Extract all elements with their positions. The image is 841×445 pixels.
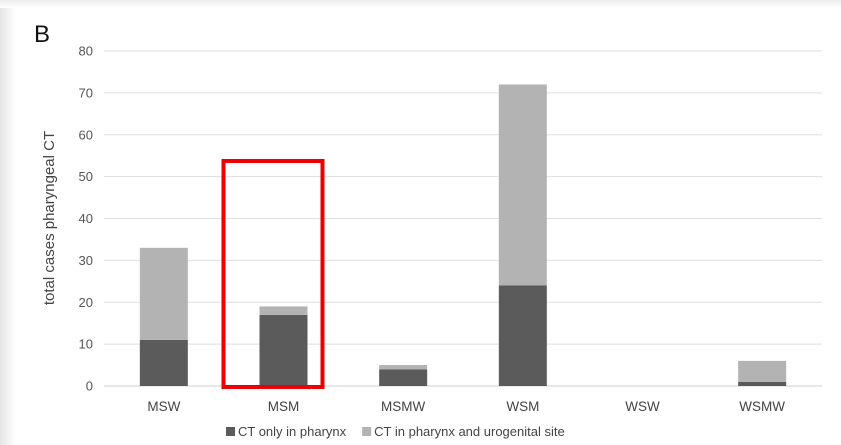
- highlight-rectangle: [221, 159, 325, 389]
- top-shadow-edge: [0, 0, 841, 8]
- y-axis-ticks: 0 10 20 30 40 50 60 70 80: [79, 44, 93, 394]
- bar-segment-wsmw-series-1: [738, 381, 787, 386]
- y-tick-label: 40: [79, 211, 93, 226]
- x-category-label: MSM: [268, 399, 300, 414]
- highlight-box: [221, 159, 325, 389]
- x-category-label: MSMW: [381, 399, 425, 414]
- bar-segment-wsm-series-2: [498, 84, 547, 286]
- bar-segment-wsm-series-1: [498, 285, 547, 386]
- x-category-label: WSM: [506, 399, 539, 414]
- legend-swatch: [226, 427, 235, 436]
- bar-segment-msw-series-2: [139, 247, 188, 340]
- panel-label: B: [34, 21, 50, 48]
- bar-segment-wsmw-series-2: [738, 360, 787, 382]
- bar-segment-msm-series-1: [259, 314, 308, 386]
- x-category-label: MSW: [147, 399, 180, 414]
- x-category-label: WSW: [625, 399, 660, 414]
- y-axis-label: total cases pharyngeal CT: [41, 131, 58, 305]
- legend: CT only in pharynx CT in pharynx and urog…: [226, 424, 565, 439]
- y-tick-label: 0: [86, 379, 93, 394]
- bar-segment-msmw-series-1: [379, 369, 428, 386]
- bars: [139, 84, 787, 386]
- y-tick-label: 70: [79, 85, 93, 100]
- y-tick-label: 80: [79, 44, 93, 59]
- legend-label: CT in pharynx and urogenital site: [374, 424, 565, 439]
- bar-segment-msw-series-1: [139, 339, 188, 386]
- y-tick-label: 30: [79, 253, 93, 268]
- left-shadow-edge: [0, 0, 16, 445]
- y-tick-label: 50: [79, 169, 93, 184]
- y-tick-label: 20: [79, 295, 93, 310]
- y-tick-label: 60: [79, 127, 93, 142]
- legend-swatch: [362, 427, 372, 436]
- legend-label: CT only in pharynx: [238, 424, 347, 439]
- x-axis-categories: MSW MSM MSMW WSM WSW WSMW: [147, 399, 785, 414]
- y-tick-label: 10: [79, 337, 93, 352]
- gridlines: [104, 50, 822, 387]
- bar-segment-msmw-series-2: [379, 365, 428, 370]
- bar-segment-msm-series-2: [259, 306, 308, 315]
- x-category-label: WSMW: [739, 399, 785, 414]
